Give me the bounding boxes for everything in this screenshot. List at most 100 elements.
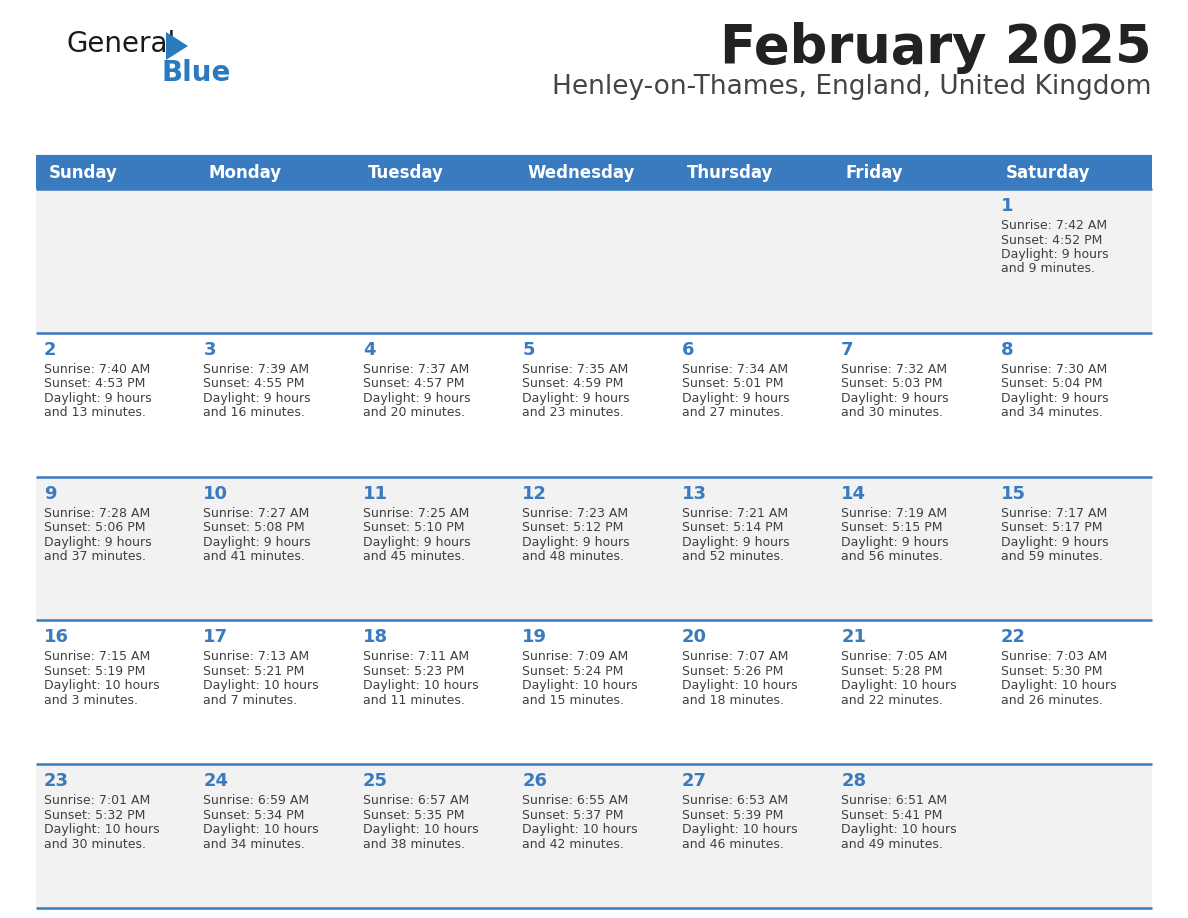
- Text: Sunset: 5:17 PM: Sunset: 5:17 PM: [1000, 521, 1102, 534]
- Text: and 27 minutes.: and 27 minutes.: [682, 407, 784, 420]
- Text: and 9 minutes.: and 9 minutes.: [1000, 263, 1094, 275]
- Text: Daylight: 10 hours: Daylight: 10 hours: [523, 679, 638, 692]
- Text: and 37 minutes.: and 37 minutes.: [44, 550, 146, 563]
- Text: February 2025: February 2025: [720, 22, 1152, 74]
- Text: Saturday: Saturday: [1005, 164, 1089, 182]
- Text: Sunrise: 7:09 AM: Sunrise: 7:09 AM: [523, 650, 628, 664]
- Text: and 49 minutes.: and 49 minutes.: [841, 838, 943, 851]
- Text: Daylight: 9 hours: Daylight: 9 hours: [44, 535, 152, 549]
- Text: 24: 24: [203, 772, 228, 790]
- Text: Sunrise: 7:32 AM: Sunrise: 7:32 AM: [841, 363, 947, 375]
- Text: Friday: Friday: [846, 164, 904, 182]
- Text: Daylight: 9 hours: Daylight: 9 hours: [1000, 248, 1108, 261]
- Text: Sunset: 5:10 PM: Sunset: 5:10 PM: [362, 521, 465, 534]
- Text: and 41 minutes.: and 41 minutes.: [203, 550, 305, 563]
- Text: Sunrise: 7:23 AM: Sunrise: 7:23 AM: [523, 507, 628, 520]
- Text: Daylight: 10 hours: Daylight: 10 hours: [362, 679, 479, 692]
- Text: Sunset: 4:59 PM: Sunset: 4:59 PM: [523, 377, 624, 390]
- Bar: [36, 333, 1152, 476]
- Text: 14: 14: [841, 485, 866, 502]
- Text: and 15 minutes.: and 15 minutes.: [523, 694, 624, 707]
- Text: Daylight: 10 hours: Daylight: 10 hours: [841, 823, 956, 836]
- Text: 10: 10: [203, 485, 228, 502]
- Text: 28: 28: [841, 772, 866, 790]
- Text: Sunrise: 7:27 AM: Sunrise: 7:27 AM: [203, 507, 310, 520]
- Text: and 13 minutes.: and 13 minutes.: [44, 407, 146, 420]
- Text: Sunrise: 7:13 AM: Sunrise: 7:13 AM: [203, 650, 310, 664]
- Text: Sunset: 5:14 PM: Sunset: 5:14 PM: [682, 521, 783, 534]
- Text: Sunrise: 7:07 AM: Sunrise: 7:07 AM: [682, 650, 788, 664]
- Text: and 18 minutes.: and 18 minutes.: [682, 694, 784, 707]
- Text: Sunrise: 6:51 AM: Sunrise: 6:51 AM: [841, 794, 947, 807]
- Text: Thursday: Thursday: [687, 164, 773, 182]
- Text: and 45 minutes.: and 45 minutes.: [362, 550, 465, 563]
- Text: 23: 23: [44, 772, 69, 790]
- Text: Sunrise: 7:15 AM: Sunrise: 7:15 AM: [44, 650, 150, 664]
- Text: Sunrise: 7:03 AM: Sunrise: 7:03 AM: [1000, 650, 1107, 664]
- Text: Daylight: 10 hours: Daylight: 10 hours: [841, 679, 956, 692]
- Text: Sunrise: 7:05 AM: Sunrise: 7:05 AM: [841, 650, 948, 664]
- Text: and 11 minutes.: and 11 minutes.: [362, 694, 465, 707]
- Text: Sunset: 5:08 PM: Sunset: 5:08 PM: [203, 521, 305, 534]
- Text: Sunset: 5:32 PM: Sunset: 5:32 PM: [44, 809, 145, 822]
- Text: and 16 minutes.: and 16 minutes.: [203, 407, 305, 420]
- Text: Wednesday: Wednesday: [527, 164, 634, 182]
- Text: Daylight: 10 hours: Daylight: 10 hours: [44, 823, 159, 836]
- Text: Daylight: 9 hours: Daylight: 9 hours: [523, 535, 630, 549]
- Text: and 46 minutes.: and 46 minutes.: [682, 838, 784, 851]
- Text: Sunset: 4:53 PM: Sunset: 4:53 PM: [44, 377, 145, 390]
- Text: and 7 minutes.: and 7 minutes.: [203, 694, 297, 707]
- Text: Daylight: 9 hours: Daylight: 9 hours: [682, 535, 789, 549]
- Text: Blue: Blue: [162, 59, 232, 87]
- Text: Sunrise: 7:42 AM: Sunrise: 7:42 AM: [1000, 219, 1107, 232]
- Text: Sunset: 5:12 PM: Sunset: 5:12 PM: [523, 521, 624, 534]
- Text: Daylight: 9 hours: Daylight: 9 hours: [523, 392, 630, 405]
- Text: Sunrise: 7:11 AM: Sunrise: 7:11 AM: [362, 650, 469, 664]
- Text: 13: 13: [682, 485, 707, 502]
- Text: Daylight: 10 hours: Daylight: 10 hours: [1000, 679, 1117, 692]
- Text: Sunset: 5:37 PM: Sunset: 5:37 PM: [523, 809, 624, 822]
- Text: and 3 minutes.: and 3 minutes.: [44, 694, 138, 707]
- Text: and 30 minutes.: and 30 minutes.: [841, 407, 943, 420]
- Bar: [36, 764, 1152, 908]
- Text: Sunset: 5:23 PM: Sunset: 5:23 PM: [362, 665, 465, 677]
- Text: 27: 27: [682, 772, 707, 790]
- Text: Henley-on-Thames, England, United Kingdom: Henley-on-Thames, England, United Kingdo…: [552, 74, 1152, 100]
- Text: Sunset: 5:35 PM: Sunset: 5:35 PM: [362, 809, 465, 822]
- Text: 20: 20: [682, 629, 707, 646]
- Text: 8: 8: [1000, 341, 1013, 359]
- Text: and 23 minutes.: and 23 minutes.: [523, 407, 624, 420]
- Text: Daylight: 10 hours: Daylight: 10 hours: [682, 679, 797, 692]
- Text: 4: 4: [362, 341, 375, 359]
- Text: Daylight: 9 hours: Daylight: 9 hours: [841, 392, 949, 405]
- Text: Daylight: 9 hours: Daylight: 9 hours: [1000, 392, 1108, 405]
- Text: Sunrise: 7:35 AM: Sunrise: 7:35 AM: [523, 363, 628, 375]
- Text: Daylight: 10 hours: Daylight: 10 hours: [523, 823, 638, 836]
- Text: Sunset: 5:06 PM: Sunset: 5:06 PM: [44, 521, 145, 534]
- Text: 18: 18: [362, 629, 388, 646]
- Text: Sunset: 5:41 PM: Sunset: 5:41 PM: [841, 809, 942, 822]
- Text: 17: 17: [203, 629, 228, 646]
- Polygon shape: [166, 32, 188, 60]
- Text: Daylight: 9 hours: Daylight: 9 hours: [362, 535, 470, 549]
- Text: Sunset: 4:55 PM: Sunset: 4:55 PM: [203, 377, 305, 390]
- Text: and 20 minutes.: and 20 minutes.: [362, 407, 465, 420]
- Text: Sunset: 5:26 PM: Sunset: 5:26 PM: [682, 665, 783, 677]
- Text: Daylight: 9 hours: Daylight: 9 hours: [44, 392, 152, 405]
- Text: Sunset: 5:39 PM: Sunset: 5:39 PM: [682, 809, 783, 822]
- Text: and 30 minutes.: and 30 minutes.: [44, 838, 146, 851]
- Text: Sunset: 5:24 PM: Sunset: 5:24 PM: [523, 665, 624, 677]
- Text: Sunrise: 7:25 AM: Sunrise: 7:25 AM: [362, 507, 469, 520]
- Text: Sunset: 5:19 PM: Sunset: 5:19 PM: [44, 665, 145, 677]
- Text: Sunrise: 7:17 AM: Sunrise: 7:17 AM: [1000, 507, 1107, 520]
- Text: and 22 minutes.: and 22 minutes.: [841, 694, 943, 707]
- Text: and 34 minutes.: and 34 minutes.: [1000, 407, 1102, 420]
- Text: Sunset: 5:04 PM: Sunset: 5:04 PM: [1000, 377, 1102, 390]
- Text: and 59 minutes.: and 59 minutes.: [1000, 550, 1102, 563]
- Text: Sunrise: 7:01 AM: Sunrise: 7:01 AM: [44, 794, 150, 807]
- Text: Monday: Monday: [208, 164, 282, 182]
- Text: 11: 11: [362, 485, 387, 502]
- Text: Daylight: 9 hours: Daylight: 9 hours: [1000, 535, 1108, 549]
- Text: Sunset: 5:34 PM: Sunset: 5:34 PM: [203, 809, 305, 822]
- Text: Sunday: Sunday: [49, 164, 118, 182]
